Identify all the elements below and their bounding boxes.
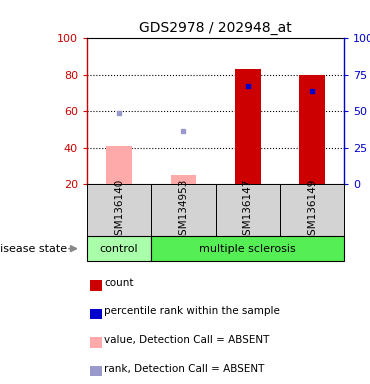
Bar (90, 280, 102, 291)
Bar (90, 309, 102, 319)
Text: value, Detection Call = ABSENT: value, Detection Call = ABSENT (104, 335, 270, 345)
Bar (90, 366, 102, 376)
Bar (151, 236, 344, 261)
Text: multiple sclerosis: multiple sclerosis (199, 243, 296, 254)
Text: control: control (100, 243, 138, 254)
Bar (299, 75, 325, 184)
Text: percentile rank within the sample: percentile rank within the sample (104, 306, 280, 316)
Bar (106, 146, 132, 184)
Text: rank, Detection Call = ABSENT: rank, Detection Call = ABSENT (104, 364, 265, 374)
Bar (151, 184, 216, 236)
Text: GSM136147: GSM136147 (243, 179, 253, 242)
Bar (171, 175, 196, 184)
Bar (235, 70, 260, 184)
Text: GSM136140: GSM136140 (114, 179, 124, 242)
Text: disease state: disease state (0, 243, 67, 254)
Bar (87, 184, 151, 236)
Bar (215, 184, 280, 236)
Bar (87, 236, 151, 261)
Title: GDS2978 / 202948_at: GDS2978 / 202948_at (139, 21, 292, 35)
Bar (280, 184, 344, 236)
Text: GSM136149: GSM136149 (307, 179, 317, 242)
Text: count: count (104, 278, 134, 288)
Text: GSM134953: GSM134953 (178, 179, 188, 242)
Bar (90, 337, 102, 348)
